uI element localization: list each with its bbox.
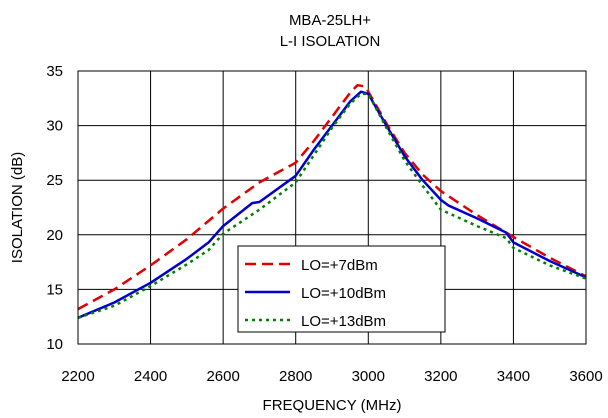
x-tick-label: 2200 (61, 368, 94, 385)
legend: LO=+7dBm LO=+10dBm LO=+13dBm (237, 245, 446, 333)
y-tick-label: 30 (46, 118, 63, 135)
series-lines (77, 83, 587, 319)
x-tick-label: 3600 (569, 368, 602, 385)
x-tick-label: 2800 (279, 368, 312, 385)
x-tick-label: 3400 (497, 368, 530, 385)
y-tick-label: 20 (46, 227, 63, 244)
chart-subtitle: L-I ISOLATION (280, 33, 381, 50)
y-tick-label: 25 (46, 172, 63, 189)
series-line-lo-10dbm (77, 90, 587, 319)
series-line-lo-7dbm (77, 83, 587, 311)
tick-labels: 2200 2400 2600 2800 3000 3200 3400 3600 10 15 20 25… (46, 63, 602, 385)
x-tick-label: 3200 (424, 368, 457, 385)
legend-label-lo-10dbm: LO=+10dBm (301, 285, 386, 302)
y-axis-label: ISOLATION (dB) (9, 152, 26, 263)
legend-label-lo-13dbm: LO=+13dBm (301, 313, 386, 330)
x-tick-label: 2400 (134, 368, 167, 385)
chart-title: MBA-25LH+ (289, 12, 371, 29)
y-tick-label: 10 (46, 336, 63, 353)
x-tick-label: 2600 (206, 368, 239, 385)
legend-box (237, 245, 446, 333)
x-axis-label: FREQUENCY (MHz) (263, 397, 402, 414)
plot-frame (77, 70, 587, 345)
series-line-lo-13dbm (77, 92, 587, 319)
legend-label-lo-7dbm: LO=+7dBm (301, 257, 378, 274)
x-tick-label: 3000 (352, 368, 385, 385)
y-tick-label: 15 (46, 281, 63, 298)
y-tick-label: 35 (46, 63, 63, 80)
